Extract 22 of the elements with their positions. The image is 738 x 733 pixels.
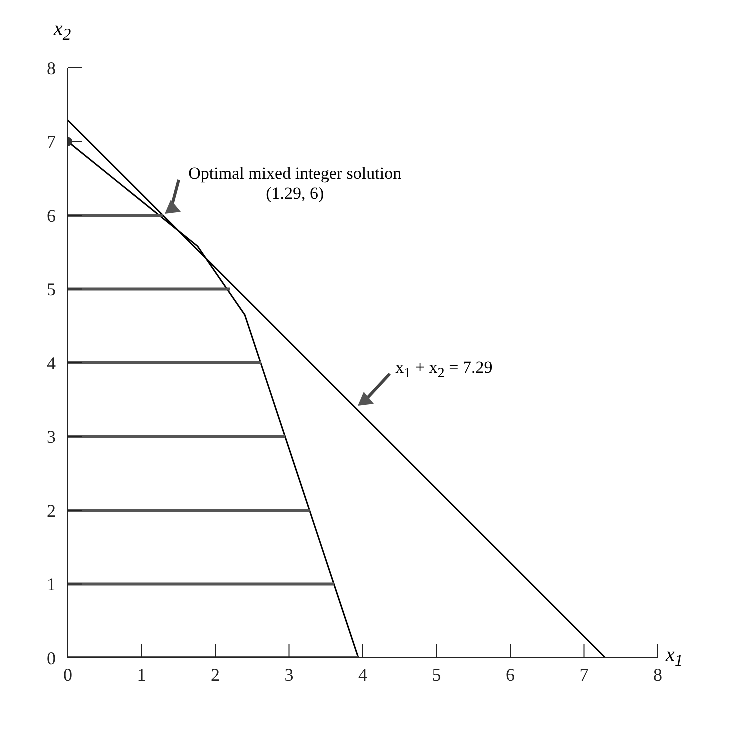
- y-tick-label: 8: [47, 58, 56, 78]
- y-tick-label: 6: [47, 206, 56, 226]
- y-axis-title: x$_{2}$: [54, 18, 72, 45]
- y-tick-label: 7: [47, 132, 56, 152]
- x-tick-label: 2: [211, 664, 220, 685]
- x-tick-label: 3: [284, 664, 294, 685]
- y-tick-label: 3: [47, 427, 56, 448]
- x-tick-label: 0: [64, 664, 72, 685]
- x-axis-title: x$_{1}$: [666, 644, 684, 671]
- x-tick-label: 8: [654, 664, 662, 685]
- annotation: Optimal mixed integer solution (1.29, 6): [188, 164, 403, 204]
- x-tick-label: 6: [506, 664, 515, 685]
- x-tick-label: 7: [580, 664, 589, 685]
- y-tick-label: 0: [47, 648, 56, 668]
- x-tick-label: 1: [137, 664, 146, 685]
- x-tick-label: 5: [432, 664, 442, 685]
- y-tick-label: 4: [47, 353, 56, 374]
- annotation: x$_{1}$ + x$_{2}$ = 7.29: [396, 358, 494, 382]
- x-tick-label: 4: [358, 664, 368, 685]
- y-tick-label: 2: [47, 500, 56, 521]
- y-tick-label: 1: [47, 574, 56, 595]
- y-tick-label: 5: [47, 280, 56, 300]
